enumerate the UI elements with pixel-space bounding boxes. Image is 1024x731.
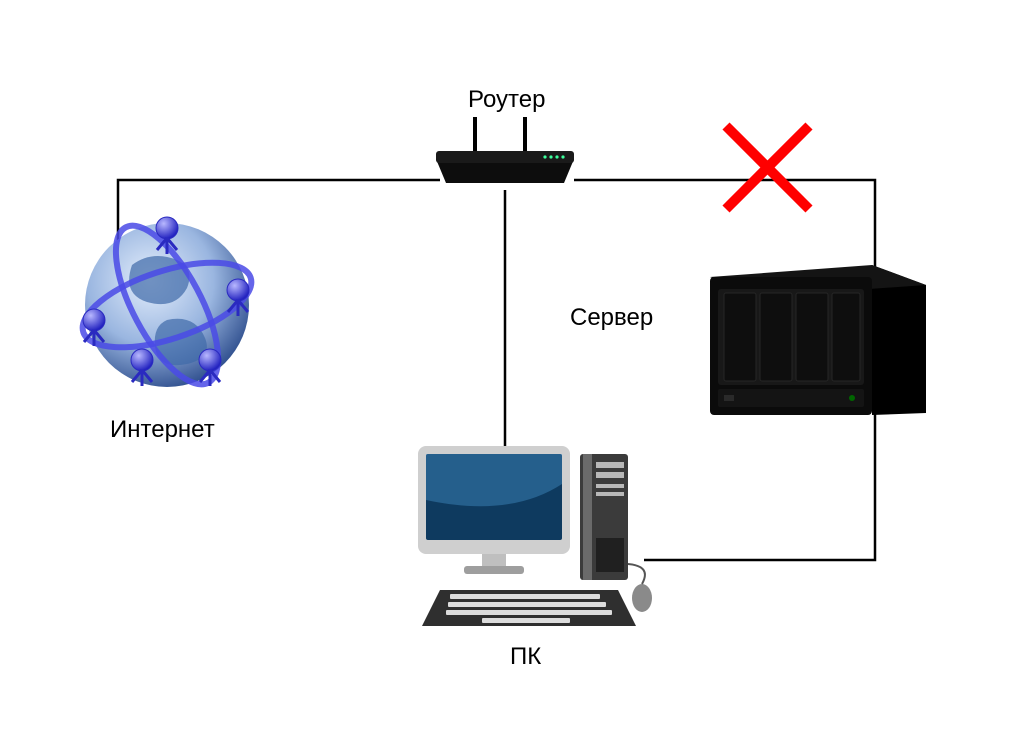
- router-node: [430, 115, 580, 195]
- router-icon: [430, 115, 580, 190]
- diagram-stage: Интернет Роутер Сервер ПК: [0, 0, 1024, 731]
- server-icon: [700, 255, 930, 425]
- internet-label: Интернет: [110, 416, 215, 444]
- pc-label: ПК: [510, 643, 541, 671]
- pc-node: [410, 440, 655, 640]
- server-node: [700, 255, 930, 430]
- server-label: Сервер: [570, 304, 653, 332]
- blocked-cross-icon: [720, 120, 815, 220]
- internet-node: [72, 210, 262, 405]
- globe-icon: [72, 210, 262, 400]
- pc-icon: [410, 440, 655, 635]
- router-label: Роутер: [468, 86, 545, 114]
